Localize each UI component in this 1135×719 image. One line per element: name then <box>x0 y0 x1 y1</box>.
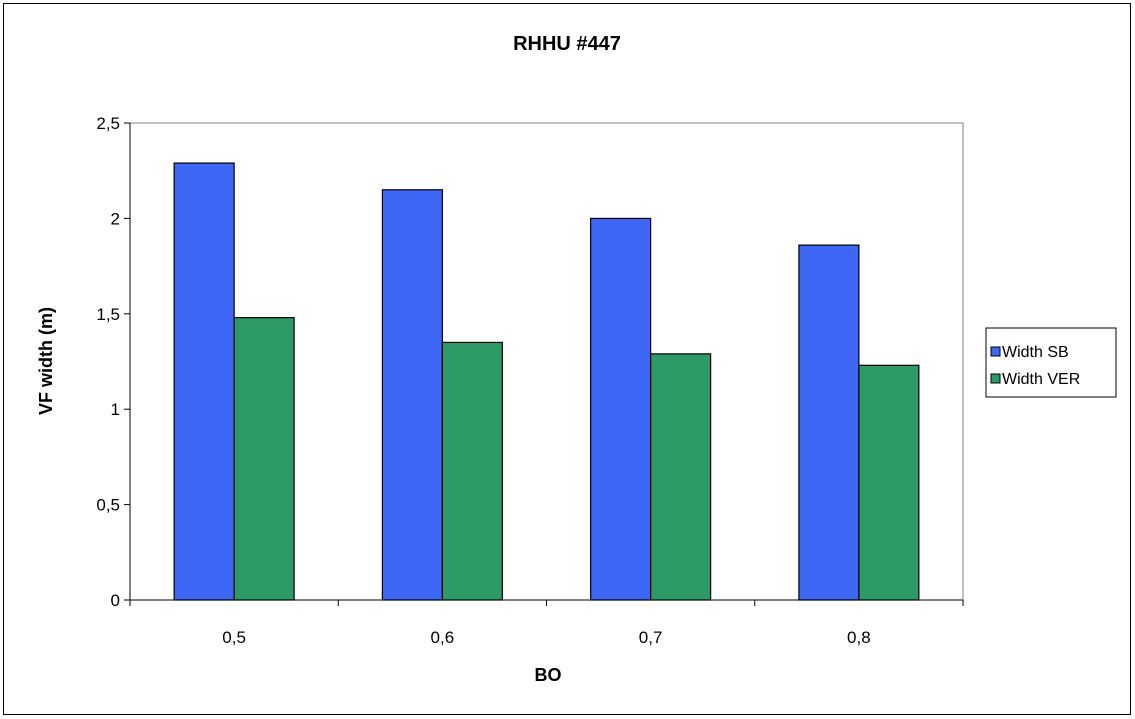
x-tick-label: 0,5 <box>222 628 246 647</box>
bar-width-ver-2 <box>441 341 503 601</box>
chart-title: RHHU #447 <box>513 33 621 55</box>
legend: Width SB Width VER <box>985 327 1117 398</box>
bar-width-ver-1 <box>233 317 295 601</box>
bar-width-sb-4 <box>798 244 860 601</box>
x-axis-title: BO <box>535 665 562 685</box>
legend-label-width-ver: Width VER <box>1002 371 1080 388</box>
x-axis: 0,5 0,6 0,7 0,8 <box>129 599 964 647</box>
legend-label-width-sb: Width SB <box>1002 344 1069 361</box>
y-axis: 0 0,5 1 1,5 2 2,5 <box>96 114 131 610</box>
legend-swatch-width-sb <box>990 346 1001 357</box>
y-tick-label: 0,5 <box>96 496 120 515</box>
bar-width-sb-1 <box>173 162 235 601</box>
legend-box <box>985 327 1117 398</box>
bar-width-ver-4 <box>858 364 920 601</box>
y-axis-title: VF width (m) <box>36 307 56 415</box>
y-tick-label: 2,5 <box>96 114 120 133</box>
y-tick-label: 1,5 <box>96 305 120 324</box>
legend-swatch-width-ver <box>990 373 1001 384</box>
bar-width-ver-3 <box>650 353 712 601</box>
y-tick-label: 0 <box>111 591 120 610</box>
x-tick-label: 0,8 <box>847 628 871 647</box>
bar-width-sb-3 <box>590 217 652 601</box>
y-tick-label: 2 <box>111 209 120 228</box>
bars <box>173 162 920 601</box>
y-tick-label: 1 <box>111 400 120 419</box>
bar-width-sb-2 <box>381 189 443 601</box>
x-tick-label: 0,6 <box>431 628 455 647</box>
x-tick-label: 0,7 <box>639 628 663 647</box>
